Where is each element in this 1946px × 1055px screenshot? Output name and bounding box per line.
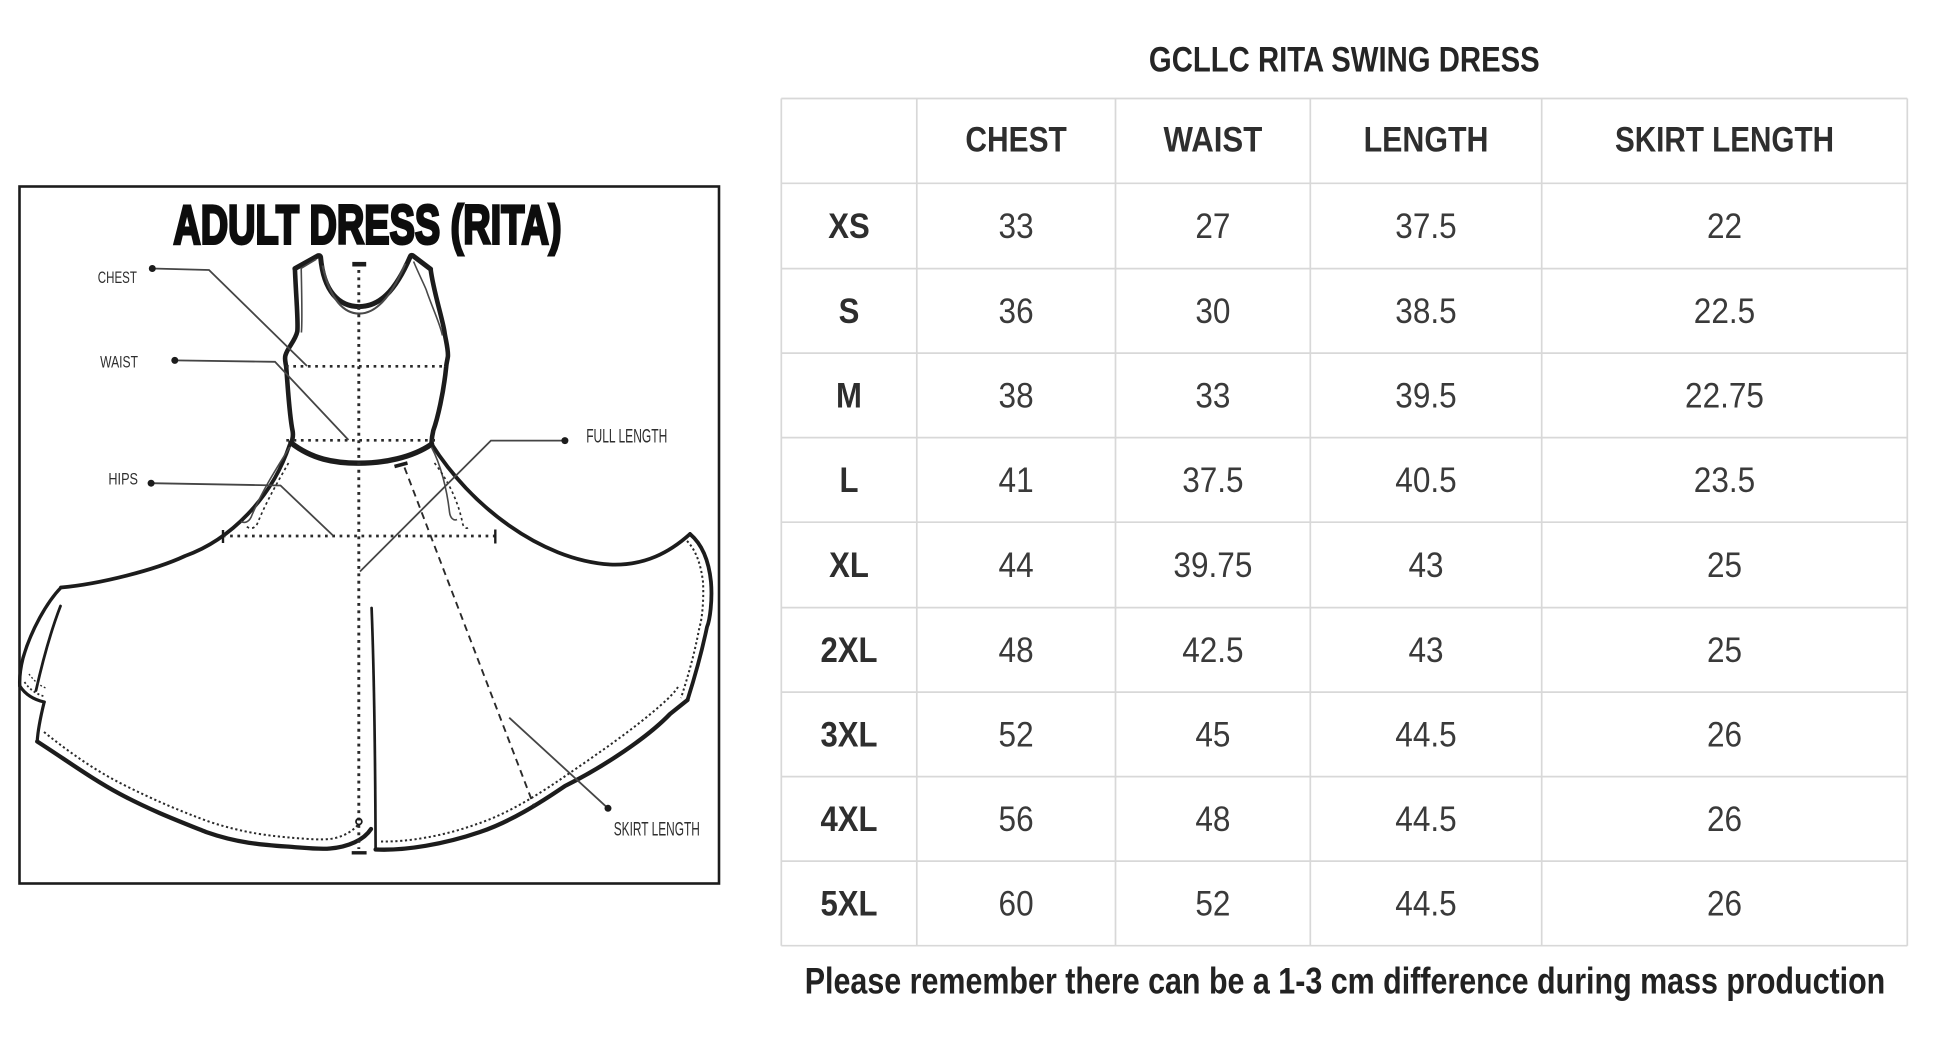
svg-text:48: 48 <box>1195 800 1230 839</box>
svg-text:42.5: 42.5 <box>1182 631 1243 670</box>
svg-text:HIPS: HIPS <box>108 470 138 489</box>
svg-text:5XL: 5XL <box>820 885 877 924</box>
svg-text:38: 38 <box>999 377 1034 416</box>
svg-text:FULL LENGTH: FULL LENGTH <box>586 427 667 447</box>
svg-text:WAIST: WAIST <box>100 353 138 371</box>
svg-text:26: 26 <box>1707 716 1742 755</box>
svg-text:3XL: 3XL <box>820 716 877 755</box>
svg-text:48: 48 <box>999 631 1034 670</box>
svg-text:44.5: 44.5 <box>1395 716 1456 755</box>
svg-text:L: L <box>839 461 858 500</box>
svg-text:SKIRT LENGTH: SKIRT LENGTH <box>1615 120 1834 159</box>
svg-text:33: 33 <box>999 207 1034 246</box>
svg-text:43: 43 <box>1408 631 1443 670</box>
svg-text:4XL: 4XL <box>820 800 877 839</box>
svg-text:36: 36 <box>999 292 1034 331</box>
svg-text:37.5: 37.5 <box>1395 207 1456 246</box>
svg-text:22.75: 22.75 <box>1685 377 1764 416</box>
svg-text:43: 43 <box>1408 546 1443 585</box>
svg-text:LENGTH: LENGTH <box>1364 119 1489 159</box>
svg-text:S: S <box>839 292 860 331</box>
svg-text:27: 27 <box>1195 207 1230 246</box>
svg-text:41: 41 <box>999 461 1034 500</box>
svg-text:44.5: 44.5 <box>1395 885 1456 924</box>
svg-text:XL: XL <box>829 546 869 585</box>
svg-text:ADULT DRESS (RITA): ADULT DRESS (RITA) <box>173 195 561 257</box>
svg-text:GCLLC RITA SWING DRESS: GCLLC RITA SWING DRESS <box>1149 40 1540 79</box>
svg-text:38.5: 38.5 <box>1395 292 1456 331</box>
svg-text:22: 22 <box>1707 207 1742 246</box>
svg-text:39.75: 39.75 <box>1173 546 1252 585</box>
svg-text:Please remember there can be a: Please remember there can be a 1-3 cm di… <box>805 961 1886 1003</box>
svg-text:56: 56 <box>999 800 1034 839</box>
svg-text:23.5: 23.5 <box>1694 461 1755 500</box>
svg-text:60: 60 <box>999 885 1034 924</box>
svg-text:25: 25 <box>1707 631 1742 670</box>
svg-text:44.5: 44.5 <box>1395 800 1456 839</box>
svg-text:52: 52 <box>999 716 1034 755</box>
svg-text:CHEST: CHEST <box>98 269 137 288</box>
svg-text:22.5: 22.5 <box>1694 292 1755 331</box>
svg-text:25: 25 <box>1707 546 1742 585</box>
svg-text:40.5: 40.5 <box>1395 461 1456 500</box>
svg-text:44: 44 <box>999 546 1034 585</box>
svg-text:37.5: 37.5 <box>1182 461 1243 500</box>
svg-text:33: 33 <box>1195 377 1230 416</box>
svg-text:26: 26 <box>1707 800 1742 839</box>
svg-text:M: M <box>836 377 862 416</box>
svg-text:30: 30 <box>1195 292 1230 331</box>
svg-text:CHEST: CHEST <box>965 120 1066 159</box>
svg-text:45: 45 <box>1195 716 1230 755</box>
svg-text:WAIST: WAIST <box>1164 121 1263 160</box>
svg-text:2XL: 2XL <box>820 631 877 670</box>
svg-text:SKIRT LENGTH: SKIRT LENGTH <box>614 820 700 840</box>
svg-text:26: 26 <box>1707 885 1742 924</box>
svg-text:52: 52 <box>1195 885 1230 924</box>
svg-text:39.5: 39.5 <box>1395 377 1456 416</box>
svg-text:XS: XS <box>828 207 870 246</box>
